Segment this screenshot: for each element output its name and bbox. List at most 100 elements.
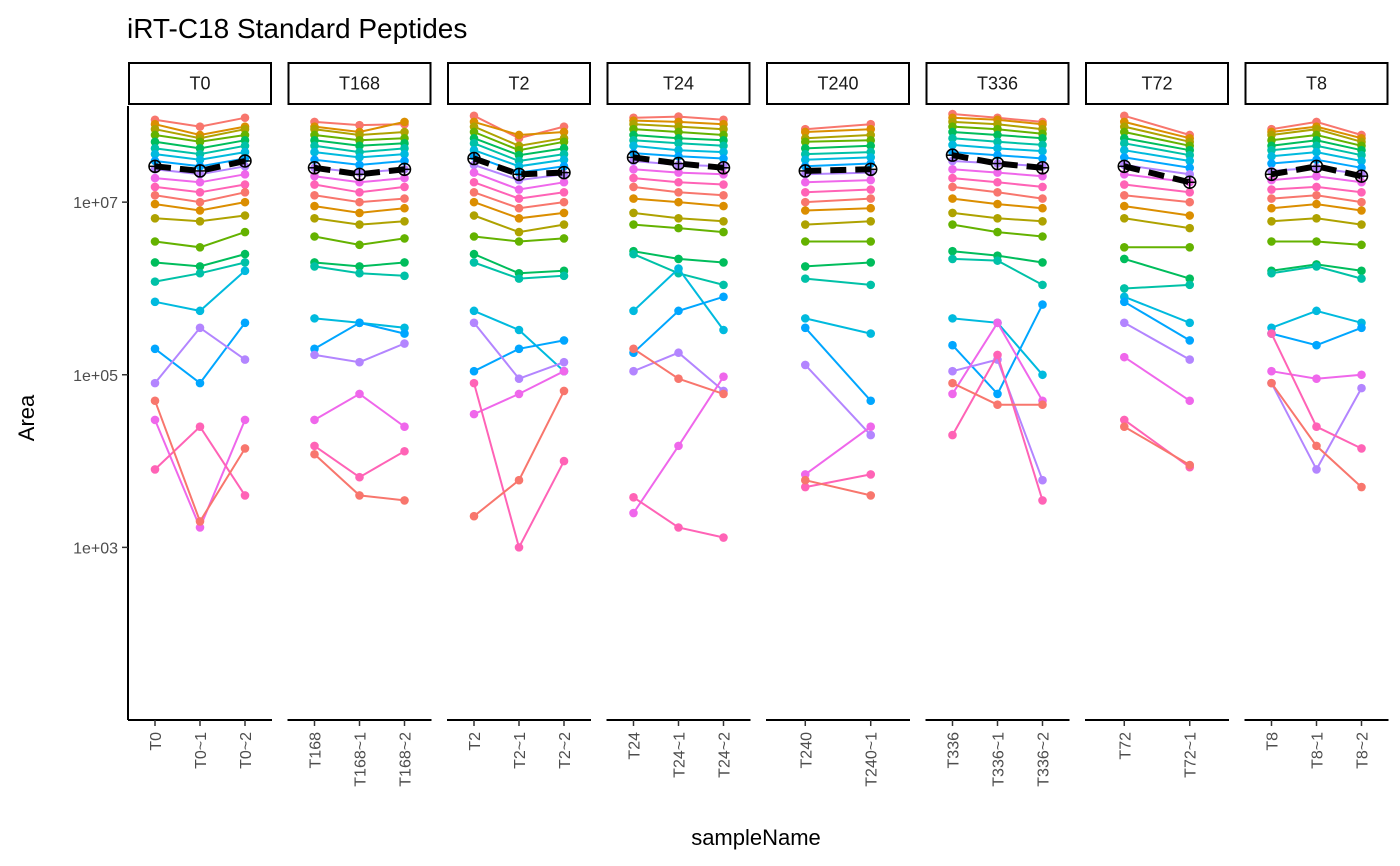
peptide-point bbox=[629, 208, 638, 218]
peptide-line bbox=[805, 207, 871, 212]
facet-strip-label: T0 bbox=[189, 74, 210, 94]
peptide-point bbox=[240, 355, 250, 364]
peptide-point bbox=[559, 220, 569, 229]
peptide-point bbox=[800, 314, 810, 323]
peptide-point bbox=[559, 177, 569, 187]
peptide-point bbox=[674, 197, 683, 207]
peptide-point bbox=[469, 306, 479, 316]
peptide-point bbox=[719, 147, 728, 157]
facet-strip-box bbox=[925, 62, 1070, 105]
peptide-point bbox=[1119, 201, 1129, 211]
peptide-point bbox=[1119, 180, 1129, 189]
peptide-point bbox=[1119, 213, 1129, 223]
peptide-point bbox=[1038, 216, 1047, 226]
y-tick-label: 1e+05 bbox=[73, 368, 118, 385]
median-point bbox=[397, 162, 412, 177]
peptide-point bbox=[948, 246, 957, 256]
peptide-point bbox=[1312, 191, 1321, 200]
peptide-point bbox=[150, 237, 160, 246]
peptide-point bbox=[674, 306, 683, 316]
peptide-point bbox=[1312, 422, 1321, 432]
peptide-point bbox=[1038, 475, 1047, 485]
x-tick-label: T2 bbox=[467, 732, 484, 751]
peptide-point bbox=[719, 180, 728, 189]
peptide-point bbox=[1119, 254, 1129, 264]
peptide-line bbox=[1123, 300, 1191, 342]
facet-strip: T8 bbox=[1244, 62, 1389, 105]
peptide-line bbox=[1124, 156, 1190, 169]
peptide-line bbox=[1124, 120, 1190, 140]
facet-strip: T0 bbox=[128, 62, 272, 105]
peptide-point bbox=[719, 191, 728, 200]
peptide-point bbox=[150, 277, 160, 286]
peptide-point bbox=[1038, 140, 1047, 150]
facet-strip: T2 bbox=[447, 62, 591, 105]
peptide-point bbox=[1119, 422, 1129, 432]
median-point bbox=[671, 156, 686, 171]
peptide-point bbox=[993, 350, 1002, 360]
x-tick-label: T168 bbox=[308, 732, 325, 769]
peptide-point bbox=[400, 182, 409, 192]
peptide-line bbox=[154, 400, 246, 524]
peptide-point bbox=[1312, 465, 1321, 474]
peptide-point bbox=[1038, 146, 1047, 156]
peptide-point bbox=[400, 234, 409, 243]
peptide-point bbox=[240, 188, 250, 197]
peptide-point bbox=[866, 280, 876, 290]
peptide-point bbox=[355, 220, 364, 229]
x-tick-label: T24~2 bbox=[717, 732, 734, 778]
peptide-point bbox=[469, 139, 479, 148]
x-tick-label: T336 bbox=[946, 732, 963, 769]
peptide-point bbox=[948, 182, 957, 192]
peptide-line bbox=[951, 304, 1044, 396]
median-line bbox=[154, 158, 246, 174]
peptide-point bbox=[1119, 145, 1129, 155]
peptide-point bbox=[1185, 274, 1195, 283]
peptide-point bbox=[195, 306, 205, 316]
median-point bbox=[863, 162, 878, 177]
peptide-point bbox=[400, 422, 409, 432]
peptide-line bbox=[473, 390, 565, 517]
peptide-point bbox=[1185, 355, 1195, 364]
facet-panel: T2 T2~1 T2~2 bbox=[447, 111, 591, 769]
peptide-point bbox=[150, 378, 160, 388]
peptide-point bbox=[719, 372, 728, 381]
facet-strip: T168 bbox=[287, 62, 432, 105]
peptide-point bbox=[1267, 237, 1276, 246]
peptide-point bbox=[866, 153, 876, 162]
facet-strip: T72 bbox=[1085, 62, 1229, 105]
peptide-line bbox=[805, 277, 871, 286]
peptide-point bbox=[240, 444, 250, 453]
peptide-point bbox=[355, 472, 364, 482]
peptide-point bbox=[719, 216, 728, 226]
facet-strip-label: T24 bbox=[663, 74, 694, 94]
peptide-point bbox=[948, 127, 957, 137]
peptide-point bbox=[310, 141, 319, 151]
facet-strip-box bbox=[766, 62, 910, 105]
median-line bbox=[314, 164, 405, 178]
median-line bbox=[633, 154, 724, 171]
peptide-point bbox=[240, 211, 250, 220]
peptide-point bbox=[993, 130, 1002, 140]
peptide-point bbox=[1357, 240, 1366, 250]
peptide-point bbox=[674, 374, 683, 384]
peptide-point bbox=[310, 232, 319, 241]
peptide-point bbox=[150, 182, 160, 192]
peptide-point bbox=[469, 111, 479, 121]
peptide-point bbox=[1312, 306, 1321, 316]
facet-panel: T240 T240~1 bbox=[766, 119, 910, 787]
peptide-point bbox=[150, 258, 160, 267]
y-axis: 1e+03 1e+05 1e+07 bbox=[73, 106, 129, 720]
peptide-point bbox=[1357, 383, 1366, 393]
peptide-point bbox=[948, 220, 957, 229]
peptide-point bbox=[993, 256, 1002, 265]
peptide-point bbox=[310, 262, 319, 271]
peptide-point bbox=[1185, 188, 1195, 197]
peptide-point bbox=[240, 141, 250, 151]
peptide-point bbox=[469, 409, 479, 419]
peptide-point bbox=[355, 208, 364, 218]
peptide-point bbox=[629, 306, 638, 316]
peptide-point bbox=[993, 177, 1002, 187]
peptide-point bbox=[866, 175, 876, 185]
peptide-point bbox=[1038, 400, 1047, 409]
